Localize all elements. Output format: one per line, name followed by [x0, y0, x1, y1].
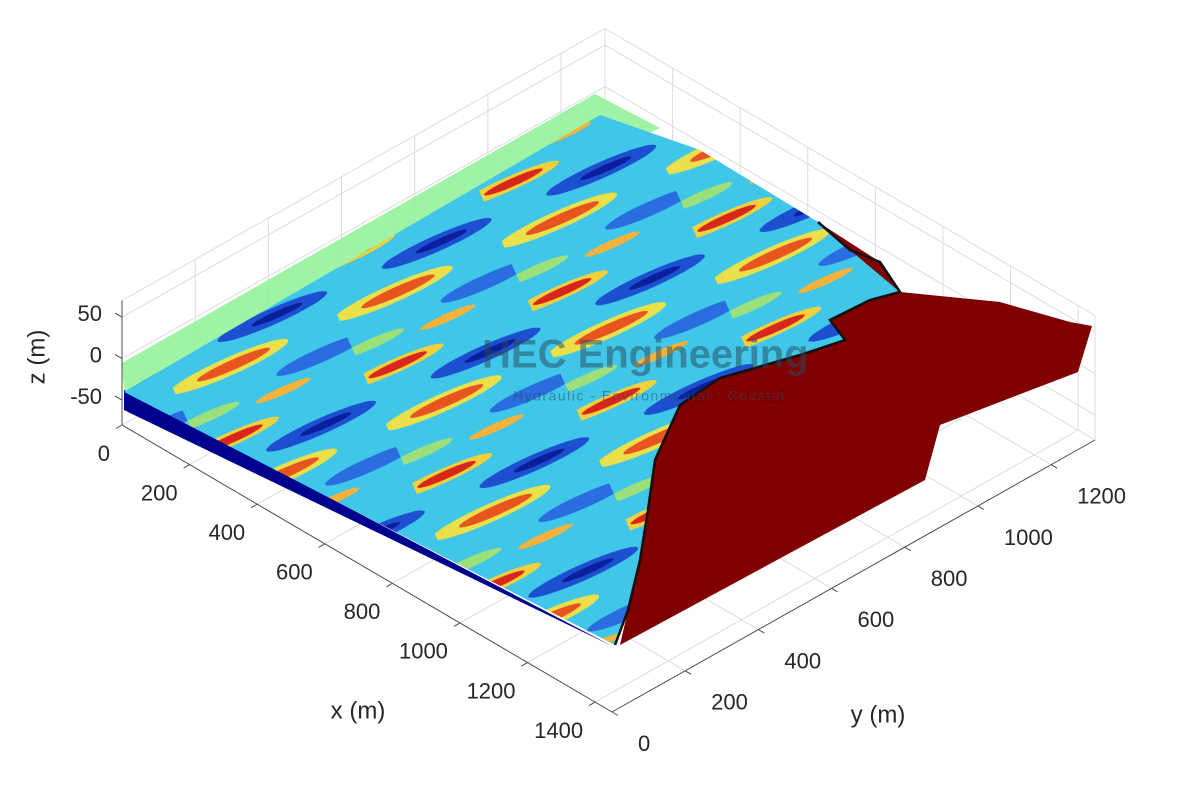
- z-tick-mark: [114, 354, 123, 360]
- z-tick-mark: [114, 395, 123, 401]
- sea-surface: [124, 115, 900, 645]
- x-tick-mark: [115, 424, 123, 429]
- y-tick-label: 1200: [1077, 484, 1126, 509]
- z-axis-label: z (m): [23, 330, 50, 385]
- x-tick-mark: [453, 622, 461, 627]
- box-edge: [121, 28, 606, 301]
- x-tick-mark: [588, 701, 596, 707]
- z-tick-label: 0: [90, 342, 102, 367]
- y-tick-mark: [904, 546, 911, 552]
- y-tick-mark: [611, 711, 619, 716]
- z-tick-mark: [114, 312, 123, 318]
- x-tick-label: 800: [344, 599, 381, 624]
- grid-line: [604, 44, 1096, 333]
- y-tick-mark: [1050, 464, 1058, 469]
- grid-line: [121, 86, 606, 360]
- y-tick-label: 400: [784, 648, 821, 673]
- grid-line: [594, 429, 1079, 703]
- watermark-subtitle: Hydraulic - Environmental - Coastal: [513, 388, 786, 404]
- z-tick-label: -50: [70, 384, 102, 409]
- x-tick-label: 1000: [399, 639, 448, 664]
- x-tick-label: 0: [98, 441, 110, 466]
- land: [620, 222, 1092, 645]
- x-axis-line: [121, 424, 613, 713]
- y-tick-label: 0: [638, 731, 650, 756]
- grid-line: [121, 44, 606, 318]
- y-tick-mark: [977, 505, 985, 510]
- box-edge: [604, 28, 1096, 316]
- x-tick-label: 400: [208, 520, 245, 545]
- y-tick-label: 200: [711, 690, 748, 715]
- watermark-title: HEC Engineering: [482, 333, 809, 377]
- z-tick-label: 50: [78, 301, 102, 326]
- x-tick-mark: [521, 662, 528, 667]
- x-tick-mark: [386, 582, 393, 588]
- labels-layer: x (m) y (m) z (m) HEC Engineering Hydrau…: [23, 300, 1126, 756]
- y-tick-label: 600: [858, 607, 895, 632]
- shoreline: [613, 221, 903, 646]
- y-tick-label: 800: [931, 566, 968, 591]
- x-tick-label: 1400: [534, 718, 583, 743]
- surface: [122, 94, 1092, 646]
- y-tick-mark: [758, 629, 765, 634]
- x-tick-label: 1200: [467, 678, 516, 703]
- y-tick-mark: [684, 670, 692, 675]
- x-tick-label: 600: [276, 560, 313, 585]
- x-tick-mark: [318, 543, 326, 548]
- x-tick-mark: [183, 464, 190, 469]
- x-tick-mark: [250, 503, 258, 509]
- x-tick-label: 200: [141, 480, 178, 505]
- y-axis-line: [611, 439, 1096, 713]
- y-tick-mark: [831, 587, 838, 593]
- y-axis-label: y (m): [851, 701, 906, 728]
- y-tick-label: 1000: [1004, 525, 1053, 550]
- x-axis-label: x (m): [331, 697, 386, 724]
